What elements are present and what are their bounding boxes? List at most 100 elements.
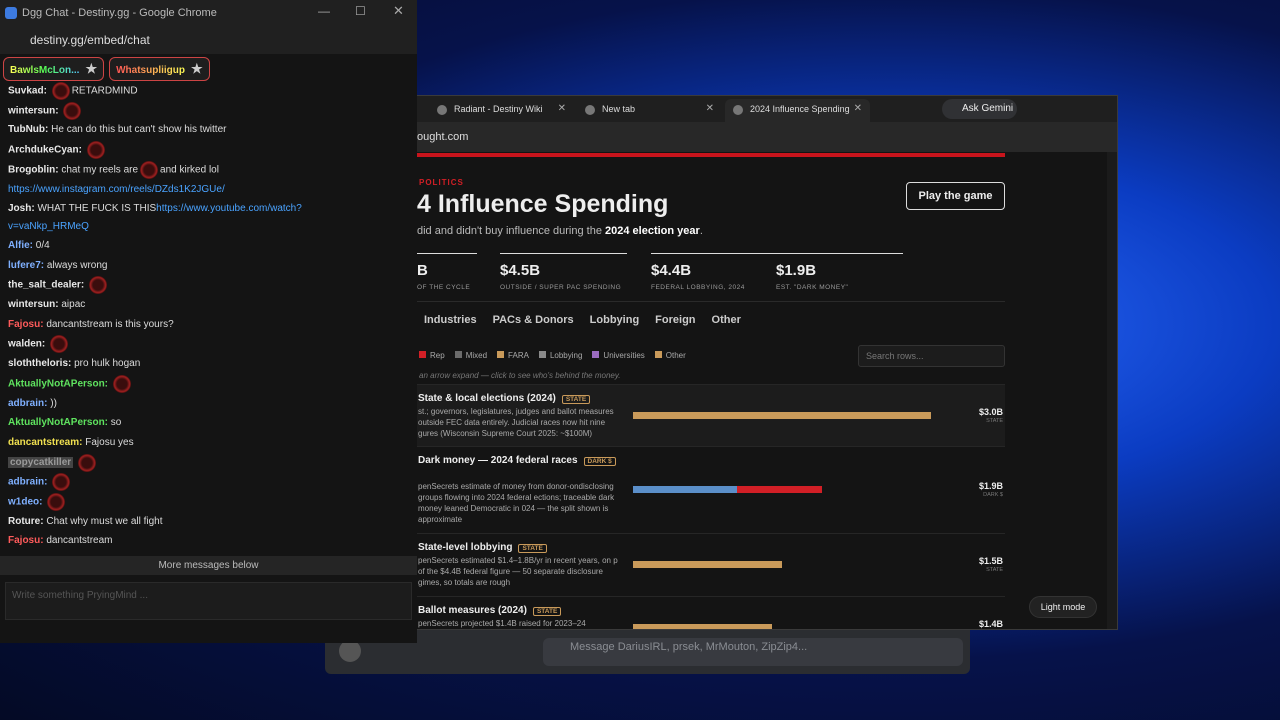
- pinned-user[interactable]: BawlsMcLon... ★: [3, 57, 105, 81]
- section-label: POLITICS: [419, 178, 464, 187]
- chat-input[interactable]: Write something PryingMind ...: [5, 582, 412, 620]
- username[interactable]: ArchdukeCyan:: [8, 144, 82, 156]
- tab-title: New tab: [602, 104, 636, 114]
- input-placeholder: Write something PryingMind ...: [12, 590, 148, 601]
- username[interactable]: w1deo:: [8, 496, 43, 508]
- username[interactable]: adbrain:: [8, 397, 48, 409]
- message-box[interactable]: [543, 638, 963, 666]
- username[interactable]: AktuallyNotAPerson:: [8, 417, 109, 429]
- close[interactable]: ✕: [393, 3, 404, 18]
- tab[interactable]: Radiant - Destiny Wiki ✕: [429, 99, 574, 122]
- ask-gemini[interactable]: Ask Gemini: [942, 99, 1017, 119]
- chat-message: the_salt_dealer:: [8, 276, 109, 295]
- data-row[interactable]: State & local elections (2024) STATE st.; …: [417, 384, 1005, 446]
- chat-message: Fajosu: dancantstream is this yours?: [8, 316, 174, 334]
- username[interactable]: TubNub:: [8, 124, 49, 136]
- avatar: [339, 640, 361, 662]
- username[interactable]: Roture:: [8, 515, 44, 527]
- maximize[interactable]: ☐: [355, 4, 366, 18]
- row-title-text: State-level lobbying: [418, 542, 513, 553]
- username[interactable]: Josh:: [8, 203, 35, 215]
- nav-tab[interactable]: Industries: [424, 314, 477, 326]
- username[interactable]: Alfie:: [8, 239, 33, 251]
- tab[interactable]: 2024 Influence Spending ✕: [725, 99, 870, 122]
- chat-message: ArchdukeCyan:: [8, 141, 107, 160]
- username[interactable]: Fajosu:: [8, 535, 44, 547]
- username[interactable]: adbrain:: [8, 476, 48, 488]
- page: POLITICS 4 Influence Spending Play the g…: [417, 152, 1117, 629]
- row-title-text: Ballot measures (2024): [418, 605, 527, 616]
- chat-message: https://www.instagram.com/reels/DZds1K2J…: [8, 181, 225, 199]
- legend-swatch: [454, 351, 462, 358]
- message-text: Chat why must we all fight: [46, 515, 163, 527]
- more-messages[interactable]: More messages below: [0, 556, 417, 575]
- emote: [86, 141, 105, 160]
- bar-segment: [737, 486, 822, 493]
- accent-bar: [417, 153, 1005, 157]
- row-tag: STATE: [532, 607, 562, 616]
- light-mode-button[interactable]: Light mode: [1029, 596, 1097, 618]
- legend-swatch: [654, 351, 662, 358]
- message-link[interactable]: https://www.youtube.com/watch?v=vaNkp_HR…: [8, 203, 302, 233]
- message-text: dancantstream is this yours?: [46, 318, 174, 330]
- legend-label: Rep: [430, 351, 445, 360]
- minimize[interactable]: —: [318, 4, 330, 18]
- username[interactable]: AktuallyNotAPerson:: [8, 378, 109, 390]
- tab-close[interactable]: ✕: [853, 103, 862, 114]
- username[interactable]: lufere7:: [8, 259, 45, 271]
- chat-message: lufere7: always wrong: [8, 257, 108, 275]
- pinned-user-name: BawlsMcLon...: [10, 65, 80, 76]
- row-sublabel: STATE: [986, 567, 1003, 573]
- stat-value: $1.9B: [776, 262, 817, 279]
- username[interactable]: sloththeloris:: [8, 358, 72, 370]
- emote: [140, 160, 159, 179]
- ask-gemini-label: Ask Gemini: [962, 103, 1014, 114]
- pinned-user[interactable]: Whatsupliigup ★: [109, 57, 210, 81]
- nav-tab[interactable]: PACs & Donors: [492, 314, 574, 326]
- emote: [50, 335, 69, 354]
- browser-window: Ask Gemini Radiant - Destiny Wiki ✕ New ta…: [417, 95, 1118, 630]
- tab-close[interactable]: ✕: [557, 103, 566, 114]
- chat-message: adbrain:: [8, 473, 72, 492]
- pinned-users: BawlsMcLon... ★ Whatsupliigup ★: [3, 57, 215, 81]
- tab-close[interactable]: ✕: [705, 103, 714, 114]
- url[interactable]: ought.com: [417, 131, 469, 143]
- username[interactable]: copycatkiller: [8, 457, 74, 469]
- message-text: pro hulk hogan: [74, 358, 141, 370]
- data-row[interactable]: Dark money — 2024 federal races DARK $ pen…: [417, 446, 1005, 533]
- data-row[interactable]: State-level lobbying STATE penSecrets esti…: [417, 533, 1005, 596]
- username[interactable]: Suvkad:: [8, 85, 47, 97]
- legend-label: Lobbying: [549, 351, 583, 360]
- username[interactable]: the_salt_dealer:: [8, 279, 85, 291]
- row-description: penSecrets estimate of money from donor-…: [418, 482, 615, 524]
- star: ★: [85, 61, 98, 76]
- stat-value: $4.5B: [500, 262, 541, 279]
- url[interactable]: destiny.gg/embed/chat: [30, 33, 150, 47]
- username[interactable]: dancantstream:: [8, 436, 83, 448]
- data-row[interactable]: Ballot measures (2024) STATE penSecrets pr…: [417, 596, 1005, 629]
- row-title: State & local elections (2024) STATE: [418, 393, 591, 404]
- message-link[interactable]: https://www.instagram.com/reels/DZds1K2J…: [8, 183, 225, 195]
- username[interactable]: wintersun:: [8, 105, 59, 117]
- chat-message: adbrain: )): [8, 395, 57, 413]
- row-title: Dark money — 2024 federal races DARK $: [418, 455, 616, 466]
- row-tag: STATE: [518, 544, 547, 553]
- chat-message: TubNub: He can do this but can't show hi…: [8, 121, 226, 139]
- nav-tab[interactable]: Foreign: [655, 314, 696, 326]
- username[interactable]: Brogoblin:: [8, 164, 59, 176]
- nav-tab[interactable]: Lobbying: [589, 314, 640, 326]
- username[interactable]: wintersun:: [8, 299, 59, 310]
- play-button[interactable]: Play the game: [906, 182, 1005, 210]
- message-text: 0/4: [35, 239, 50, 251]
- row-value: $1.5B: [978, 556, 1003, 566]
- nav-tab[interactable]: Other: [711, 314, 741, 326]
- tab-icon: [733, 105, 743, 115]
- username[interactable]: walden:: [8, 339, 46, 351]
- tab[interactable]: New tab ✕: [577, 99, 722, 122]
- row-sublabel: STATE: [986, 418, 1003, 424]
- search-box[interactable]: Search rows...: [858, 345, 1005, 367]
- chat-message: w1deo:: [8, 493, 67, 512]
- message-text: dancantstream: [46, 535, 113, 547]
- username[interactable]: Fajosu:: [8, 318, 44, 330]
